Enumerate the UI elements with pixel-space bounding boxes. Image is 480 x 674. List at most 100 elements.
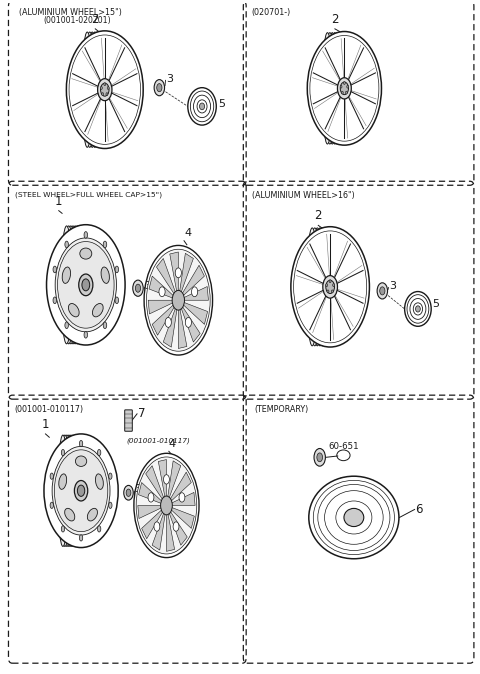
Text: (ALUMINIUM WHEEL>15"): (ALUMINIUM WHEEL>15") <box>19 8 122 17</box>
Polygon shape <box>152 512 165 550</box>
Ellipse shape <box>79 440 83 447</box>
Ellipse shape <box>63 226 74 344</box>
Text: 4: 4 <box>169 439 176 449</box>
Ellipse shape <box>80 226 91 344</box>
Polygon shape <box>163 307 177 347</box>
Ellipse shape <box>309 477 399 559</box>
Ellipse shape <box>341 91 343 94</box>
Polygon shape <box>167 513 175 551</box>
Ellipse shape <box>76 435 86 547</box>
Ellipse shape <box>62 435 72 547</box>
Text: 5: 5 <box>432 299 439 309</box>
Text: 5: 5 <box>219 99 226 109</box>
Ellipse shape <box>172 290 184 310</box>
Ellipse shape <box>133 280 143 297</box>
Ellipse shape <box>320 228 331 346</box>
Ellipse shape <box>101 267 109 283</box>
Ellipse shape <box>347 86 348 88</box>
Ellipse shape <box>89 32 100 148</box>
Ellipse shape <box>309 228 320 346</box>
Ellipse shape <box>52 446 110 535</box>
Polygon shape <box>183 286 208 300</box>
Ellipse shape <box>97 79 112 100</box>
Ellipse shape <box>53 266 57 273</box>
Ellipse shape <box>65 226 76 344</box>
Ellipse shape <box>82 279 90 290</box>
Ellipse shape <box>154 80 165 96</box>
Ellipse shape <box>108 502 112 508</box>
Ellipse shape <box>47 224 125 345</box>
Ellipse shape <box>291 226 370 347</box>
Ellipse shape <box>50 502 53 508</box>
Ellipse shape <box>340 82 348 94</box>
Ellipse shape <box>58 241 114 328</box>
Ellipse shape <box>100 86 102 90</box>
Ellipse shape <box>185 317 192 328</box>
Polygon shape <box>148 300 173 314</box>
Ellipse shape <box>342 477 350 557</box>
Ellipse shape <box>334 32 345 144</box>
Ellipse shape <box>323 276 337 298</box>
Text: (STEEL WHEEL>FULL WHEEL CAP>15"): (STEEL WHEEL>FULL WHEEL CAP>15") <box>14 191 162 197</box>
Text: (TEMPORARY): (TEMPORARY) <box>254 404 309 414</box>
Ellipse shape <box>192 287 198 297</box>
Polygon shape <box>149 276 174 299</box>
Ellipse shape <box>345 477 353 557</box>
Ellipse shape <box>115 266 119 273</box>
Text: 2: 2 <box>314 209 322 222</box>
Ellipse shape <box>55 238 117 332</box>
Ellipse shape <box>154 522 160 531</box>
Ellipse shape <box>66 435 76 547</box>
Ellipse shape <box>64 435 74 547</box>
Ellipse shape <box>61 226 72 344</box>
Ellipse shape <box>54 450 108 532</box>
Ellipse shape <box>50 473 53 479</box>
Ellipse shape <box>61 450 65 456</box>
Polygon shape <box>138 506 162 518</box>
Text: (020701-): (020701-) <box>252 8 291 17</box>
Polygon shape <box>158 460 167 498</box>
Ellipse shape <box>115 297 119 303</box>
Ellipse shape <box>96 474 103 489</box>
Ellipse shape <box>97 32 108 148</box>
Ellipse shape <box>68 435 78 547</box>
Ellipse shape <box>314 448 325 466</box>
Ellipse shape <box>188 88 216 125</box>
Ellipse shape <box>87 32 98 148</box>
Polygon shape <box>170 252 179 293</box>
Text: 6: 6 <box>416 503 423 516</box>
Text: 3: 3 <box>167 74 173 84</box>
Ellipse shape <box>84 232 87 238</box>
Ellipse shape <box>108 473 112 479</box>
Text: (ALUMINIUM WHEEL>16"): (ALUMINIUM WHEEL>16") <box>252 191 355 200</box>
Polygon shape <box>179 308 187 348</box>
Ellipse shape <box>44 434 118 547</box>
Ellipse shape <box>144 245 213 355</box>
Ellipse shape <box>92 32 103 148</box>
Ellipse shape <box>80 248 92 259</box>
Ellipse shape <box>97 450 101 456</box>
Polygon shape <box>156 258 176 295</box>
Ellipse shape <box>134 454 199 557</box>
Polygon shape <box>168 461 181 499</box>
Ellipse shape <box>70 226 81 344</box>
Ellipse shape <box>416 306 420 312</box>
Ellipse shape <box>75 456 87 466</box>
Ellipse shape <box>329 32 340 144</box>
Ellipse shape <box>336 32 347 144</box>
Ellipse shape <box>322 32 333 144</box>
Ellipse shape <box>339 32 349 144</box>
Text: 3: 3 <box>144 280 152 290</box>
Ellipse shape <box>84 332 87 338</box>
Ellipse shape <box>337 78 351 99</box>
Polygon shape <box>152 305 175 335</box>
Ellipse shape <box>348 477 356 557</box>
Ellipse shape <box>74 226 85 344</box>
Ellipse shape <box>324 228 336 346</box>
Ellipse shape <box>62 267 71 283</box>
Polygon shape <box>139 483 162 503</box>
Ellipse shape <box>173 522 179 531</box>
Ellipse shape <box>79 274 93 296</box>
Ellipse shape <box>82 32 93 148</box>
Ellipse shape <box>165 317 171 328</box>
